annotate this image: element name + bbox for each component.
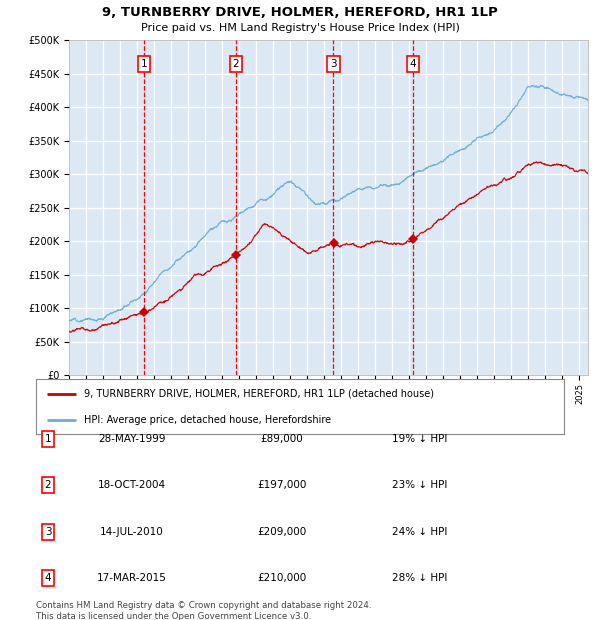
Text: 24% ↓ HPI: 24% ↓ HPI xyxy=(392,526,448,537)
Text: 9, TURNBERRY DRIVE, HOLMER, HEREFORD, HR1 1LP: 9, TURNBERRY DRIVE, HOLMER, HEREFORD, HR… xyxy=(102,6,498,19)
Text: 2: 2 xyxy=(232,59,239,69)
Text: 2: 2 xyxy=(44,480,52,490)
Text: £209,000: £209,000 xyxy=(257,526,307,537)
Text: Price paid vs. HM Land Registry's House Price Index (HPI): Price paid vs. HM Land Registry's House … xyxy=(140,23,460,33)
Text: 3: 3 xyxy=(330,59,337,69)
Text: £89,000: £89,000 xyxy=(260,433,304,444)
Text: 28% ↓ HPI: 28% ↓ HPI xyxy=(392,573,448,583)
Text: 3: 3 xyxy=(44,526,52,537)
Text: 14-JUL-2010: 14-JUL-2010 xyxy=(100,526,164,537)
Text: 28-MAY-1999: 28-MAY-1999 xyxy=(98,433,166,444)
Text: £210,000: £210,000 xyxy=(257,573,307,583)
Text: 1: 1 xyxy=(44,433,52,444)
Text: 18-OCT-2004: 18-OCT-2004 xyxy=(98,480,166,490)
Text: 19% ↓ HPI: 19% ↓ HPI xyxy=(392,433,448,444)
Text: 1: 1 xyxy=(140,59,147,69)
Text: HPI: Average price, detached house, Herefordshire: HPI: Average price, detached house, Here… xyxy=(83,415,331,425)
Text: 17-MAR-2015: 17-MAR-2015 xyxy=(97,573,167,583)
Text: Contains HM Land Registry data © Crown copyright and database right 2024.
This d: Contains HM Land Registry data © Crown c… xyxy=(36,601,371,620)
Text: 4: 4 xyxy=(410,59,416,69)
Text: 9, TURNBERRY DRIVE, HOLMER, HEREFORD, HR1 1LP (detached house): 9, TURNBERRY DRIVE, HOLMER, HEREFORD, HR… xyxy=(83,389,434,399)
Text: 4: 4 xyxy=(44,573,52,583)
Text: 23% ↓ HPI: 23% ↓ HPI xyxy=(392,480,448,490)
Text: £197,000: £197,000 xyxy=(257,480,307,490)
